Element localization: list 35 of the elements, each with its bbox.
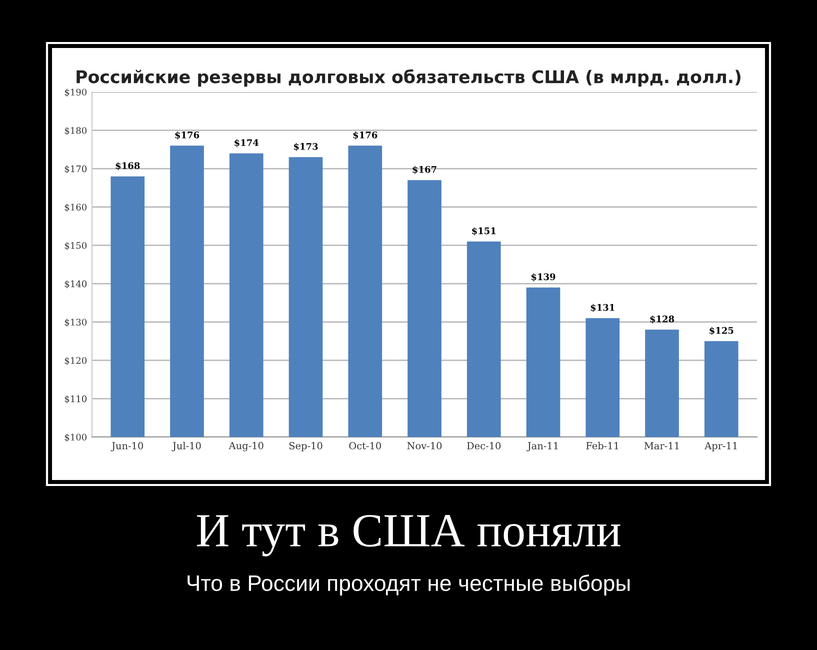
x-tick-label: Jun-10 (110, 442, 144, 452)
data-label: $139 (531, 273, 556, 282)
text: Что в России проходят не честные выборы (188, 574, 630, 596)
text: И тут в США поняли (196, 514, 620, 556)
y-tick-label: $130 (64, 318, 87, 327)
y-tick-label: $140 (64, 280, 87, 288)
chart-title: Российские резервы долговых обязательств США (в млрд. долл.) (76, 69, 740, 87)
x-tick-label: Feb-11 (586, 442, 618, 450)
data-label: $174 (234, 139, 259, 148)
data-label: $131 (590, 304, 614, 312)
x-tick-label: Jan-11 (526, 442, 558, 452)
x-tick-label: Aug-10 (228, 442, 264, 452)
x-tick-label: Oct-10 (349, 442, 381, 450)
data-label: $167 (412, 166, 436, 174)
data-label: $176 (175, 131, 200, 140)
data-label: $173 (294, 142, 318, 152)
data-label: $176 (353, 131, 378, 140)
x-tick-label: Dec-10 (467, 442, 501, 450)
y-tick-label: $180 (64, 126, 87, 136)
x-tick-label: Sep-10 (289, 442, 322, 452)
data-label: $168 (116, 162, 140, 170)
y-tick-label: $110 (64, 395, 87, 404)
x-tick-label: Apr-11 (704, 442, 737, 452)
y-tick-label: $160 (64, 204, 87, 212)
y-tick-label: $170 (64, 165, 87, 174)
x-tick-label: Mar-11 (644, 442, 679, 450)
x-tick-label: Jul-10 (172, 442, 201, 452)
data-label: $151 (472, 227, 496, 236)
x-tick-label: Nov-10 (407, 442, 442, 450)
data-label: $128 (650, 315, 674, 324)
y-tick-label: $150 (64, 242, 87, 250)
y-tick-label: $190 (64, 88, 87, 97)
y-tick-label: $120 (64, 356, 87, 366)
data-label: $125 (710, 326, 734, 336)
y-tick-label: $100 (64, 434, 87, 442)
